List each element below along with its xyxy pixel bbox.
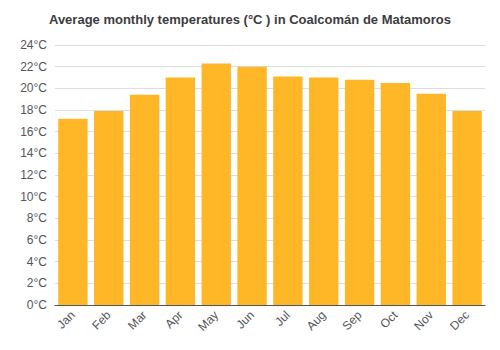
svg-text:Jul: Jul [272,308,293,329]
svg-text:Apr: Apr [162,308,185,331]
svg-text:12°C: 12°C [20,168,47,182]
svg-text:14°C: 14°C [20,146,47,160]
svg-text:16°C: 16°C [20,125,47,139]
svg-text:8°C: 8°C [27,211,47,225]
svg-text:Jan: Jan [54,308,78,332]
svg-text:2°C: 2°C [27,276,47,290]
svg-text:Dec: Dec [447,308,472,333]
svg-text:Sep: Sep [340,308,365,333]
svg-text:Jun: Jun [233,308,257,332]
svg-text:Mar: Mar [125,308,150,332]
svg-text:10°C: 10°C [20,190,47,204]
svg-text:Aug: Aug [304,308,329,333]
svg-text:0°C: 0°C [27,298,47,312]
svg-text:May: May [195,308,221,334]
svg-text:Nov: Nov [411,308,436,333]
svg-text:Oct: Oct [377,308,401,332]
svg-text:6°C: 6°C [27,233,47,247]
svg-text:Feb: Feb [89,308,114,333]
svg-text:24°C: 24°C [20,38,47,52]
svg-text:20°C: 20°C [20,81,47,95]
svg-text:18°C: 18°C [20,103,47,117]
svg-text:22°C: 22°C [20,60,47,74]
svg-text:4°C: 4°C [27,255,47,269]
svg-text:Average monthly temperatures (: Average monthly temperatures (°C ) in Co… [49,12,451,27]
